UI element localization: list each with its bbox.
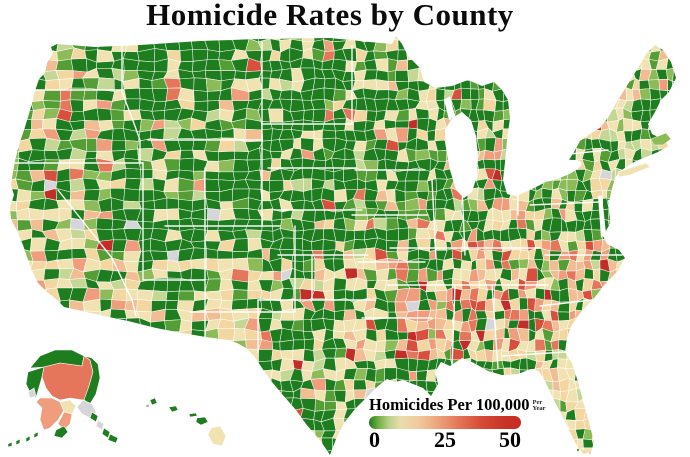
legend-tick-max: 50 [499,427,521,452]
legend-tick-mid: 25 [434,427,456,452]
legend-ticks: 0 25 50 [369,427,521,453]
state-borders [13,41,623,369]
legend-unit-per: Per [532,399,543,406]
legend-unit-note: Per Year [532,399,546,412]
hawaii-inset [145,397,227,447]
legend-tick-min: 0 [369,427,380,452]
legend-gradient-bar [369,416,521,429]
coastal-islands [576,132,672,455]
legend-title: Homicides Per 100,000 [369,395,530,414]
page-title: Homicide Rates by County [146,0,514,32]
legend: Homicides Per 100,000 Per Year 0 25 50 [369,396,546,453]
legend-unit-year: Year [532,405,546,412]
great-lakes [444,96,614,238]
alaska-inset [7,349,119,448]
county-mosaic [10,36,676,455]
